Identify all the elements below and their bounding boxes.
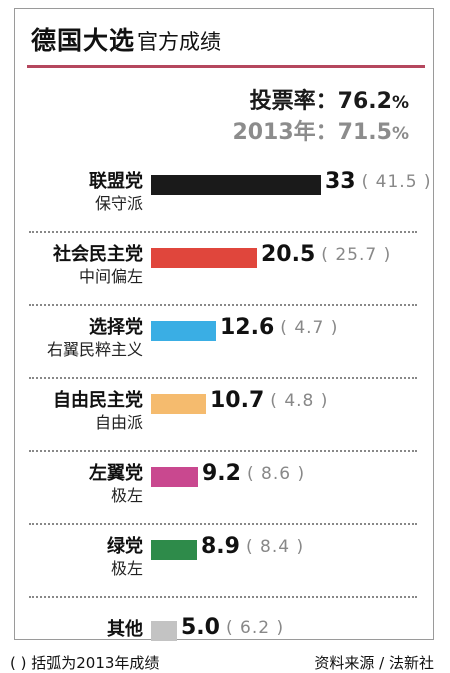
- vote-share-value: 33: [325, 169, 356, 194]
- vote-share-bar: [151, 540, 197, 560]
- bar-row: 社会民主党中间偏左 20.5( 25.7 ): [15, 242, 435, 302]
- turnout-previous: 2013年：71.5%: [232, 118, 409, 149]
- previous-result: ( 8.6 ): [246, 464, 306, 484]
- vote-share-bar: [151, 621, 177, 641]
- vote-share-value: 5.0: [181, 615, 220, 640]
- previous-result: ( 8.4 ): [245, 537, 305, 557]
- party-name: 联盟党: [89, 171, 143, 192]
- vote-share-bar: [151, 321, 216, 341]
- turnout-previous-unit: %: [391, 124, 409, 144]
- footnote: ( ) 括弧为2013年成绩: [10, 654, 160, 672]
- vote-share-value: 12.6: [220, 315, 275, 340]
- previous-result: ( 25.7 ): [321, 245, 392, 265]
- party-label: 选择党右翼民粹主义: [47, 317, 143, 361]
- party-leaning: 极左: [110, 559, 143, 578]
- party-name: 绿党: [107, 536, 143, 557]
- row-separator: [29, 231, 417, 233]
- previous-result: ( 6.2 ): [225, 618, 285, 638]
- bar-row: 自由民主党自由派 10.7( 4.8 ): [15, 388, 435, 448]
- vote-share-value: 8.9: [201, 534, 240, 559]
- party-name: 其他: [107, 619, 143, 640]
- source-credit: 资料来源 / 法新社: [314, 654, 434, 672]
- vote-share-value: 20.5: [261, 242, 316, 267]
- turnout-current: 投票率：76.2%: [232, 87, 409, 118]
- vote-share-value: 10.7: [210, 388, 265, 413]
- party-label: 社会民主党中间偏左: [53, 244, 143, 288]
- previous-result: ( 4.8 ): [270, 391, 329, 411]
- chart-title: 德国大选官方成绩: [31, 21, 221, 61]
- chart-frame: 德国大选官方成绩 投票率：76.2% 2013年：71.5% 联盟党 保守派 33(…: [14, 8, 435, 641]
- turnout-current-label: 投票率：: [249, 89, 338, 114]
- party-leaning: 自由派: [94, 413, 143, 432]
- turnout-previous-label: 2013年：: [232, 120, 338, 145]
- row-separator: [29, 377, 417, 379]
- bar-row: 其他 5.0( 6.2 ): [15, 607, 435, 667]
- previous-result: ( 4.7 ): [280, 318, 339, 338]
- vote-share-bar: [151, 248, 257, 268]
- party-name: 左翼党: [89, 463, 143, 484]
- row-separator: [29, 596, 417, 598]
- vote-share-value: 9.2: [202, 461, 241, 486]
- title-secondary: 官方成绩: [137, 30, 222, 54]
- vote-share-bar: [151, 394, 206, 414]
- vote-share-bar: [151, 467, 198, 487]
- party-label: 左翼党极左: [89, 463, 143, 507]
- party-leaning: 右翼民粹主义: [46, 340, 143, 359]
- bar-row: 联盟党保守派 33( 41.5 ): [15, 169, 435, 229]
- title-main: 德国大选: [31, 26, 136, 55]
- previous-result: ( 41.5 ): [361, 172, 432, 192]
- party-leaning: 中间偏左: [78, 267, 143, 286]
- vote-share-bar: [151, 175, 321, 195]
- row-separator: [29, 304, 417, 306]
- party-label: 其他: [107, 619, 143, 641]
- row-separator: [29, 450, 417, 452]
- bar-row: 左翼党极左 9.2( 8.6 ): [15, 461, 435, 521]
- party-leaning: 保守派: [94, 194, 143, 213]
- party-name: 选择党: [89, 317, 143, 338]
- turnout-block: 投票率：76.2% 2013年：71.5%: [232, 87, 409, 149]
- party-name: 社会民主党: [53, 244, 143, 265]
- turnout-current-unit: %: [391, 93, 409, 113]
- turnout-previous-value: 71.5: [337, 120, 392, 145]
- title-underline: [27, 65, 425, 68]
- party-leaning: 极左: [110, 486, 143, 505]
- party-name: 自由民主党: [53, 390, 143, 411]
- bar-row: 选择党右翼民粹主义 12.6( 4.7 ): [15, 315, 435, 375]
- turnout-current-value: 76.2: [337, 89, 392, 114]
- row-separator: [29, 523, 417, 525]
- party-label: 自由民主党自由派: [53, 390, 143, 434]
- bar-row: 绿党极左 8.9( 8.4 ): [15, 534, 435, 594]
- party-label: 联盟党 保守派: [89, 171, 143, 215]
- party-label: 绿党 极左: [107, 536, 143, 580]
